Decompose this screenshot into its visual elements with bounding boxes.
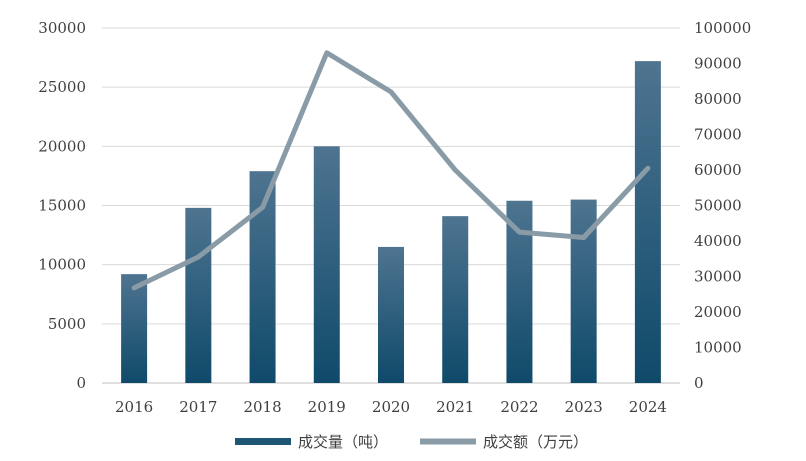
right-tick-label: 70000 <box>694 126 742 144</box>
x-tick-label: 2019 <box>308 398 346 416</box>
x-tick-label: 2023 <box>565 398 603 416</box>
legend: 成交量（吨） 成交额（万元） <box>235 433 588 451</box>
right-tick-label: 50000 <box>694 197 742 215</box>
right-tick-label: 60000 <box>694 161 742 179</box>
right-tick-label: 30000 <box>694 268 742 286</box>
right-tick-label: 20000 <box>694 303 742 321</box>
line-series <box>131 50 651 291</box>
bar <box>121 274 148 383</box>
bar <box>313 146 340 383</box>
left-y-axis: 0 5000 10000 15000 20000 25000 30000 <box>38 19 86 392</box>
right-tick-label: 10000 <box>694 339 742 357</box>
bar <box>185 207 212 383</box>
legend-label-line: 成交额（万元） <box>483 433 588 451</box>
left-tick-label: 0 <box>76 374 86 392</box>
left-tick-label: 5000 <box>48 315 86 333</box>
x-axis: 2016 2017 2018 2019 2020 2021 2022 2023 2024 <box>115 398 667 416</box>
right-y-axis: 0 10000 20000 30000 40000 50000 60000 70000 8000… <box>694 19 751 392</box>
bar-series <box>121 61 661 384</box>
legend-swatch-bar <box>235 438 291 445</box>
legend-label-bar: 成交量（吨） <box>298 433 388 451</box>
x-tick-label: 2022 <box>500 398 538 416</box>
right-tick-label: 40000 <box>694 232 742 250</box>
bar <box>378 246 404 383</box>
left-tick-label: 15000 <box>38 197 86 215</box>
left-tick-label: 10000 <box>38 256 86 274</box>
left-tick-label: 30000 <box>38 19 86 37</box>
right-tick-label: 0 <box>694 374 704 392</box>
x-tick-label: 2017 <box>179 398 217 416</box>
left-tick-label: 25000 <box>38 78 86 96</box>
left-tick-label: 20000 <box>38 137 86 155</box>
x-tick-label: 2016 <box>115 398 153 416</box>
x-tick-label: 2020 <box>372 398 410 416</box>
right-tick-label: 80000 <box>694 90 742 108</box>
right-tick-label: 90000 <box>694 55 742 73</box>
x-tick-label: 2024 <box>629 398 667 416</box>
x-tick-label: 2021 <box>436 398 474 416</box>
bar <box>442 216 469 383</box>
x-tick-label: 2018 <box>243 398 281 416</box>
right-tick-label: 100000 <box>694 19 751 37</box>
bar <box>506 200 533 383</box>
bar <box>634 61 661 384</box>
